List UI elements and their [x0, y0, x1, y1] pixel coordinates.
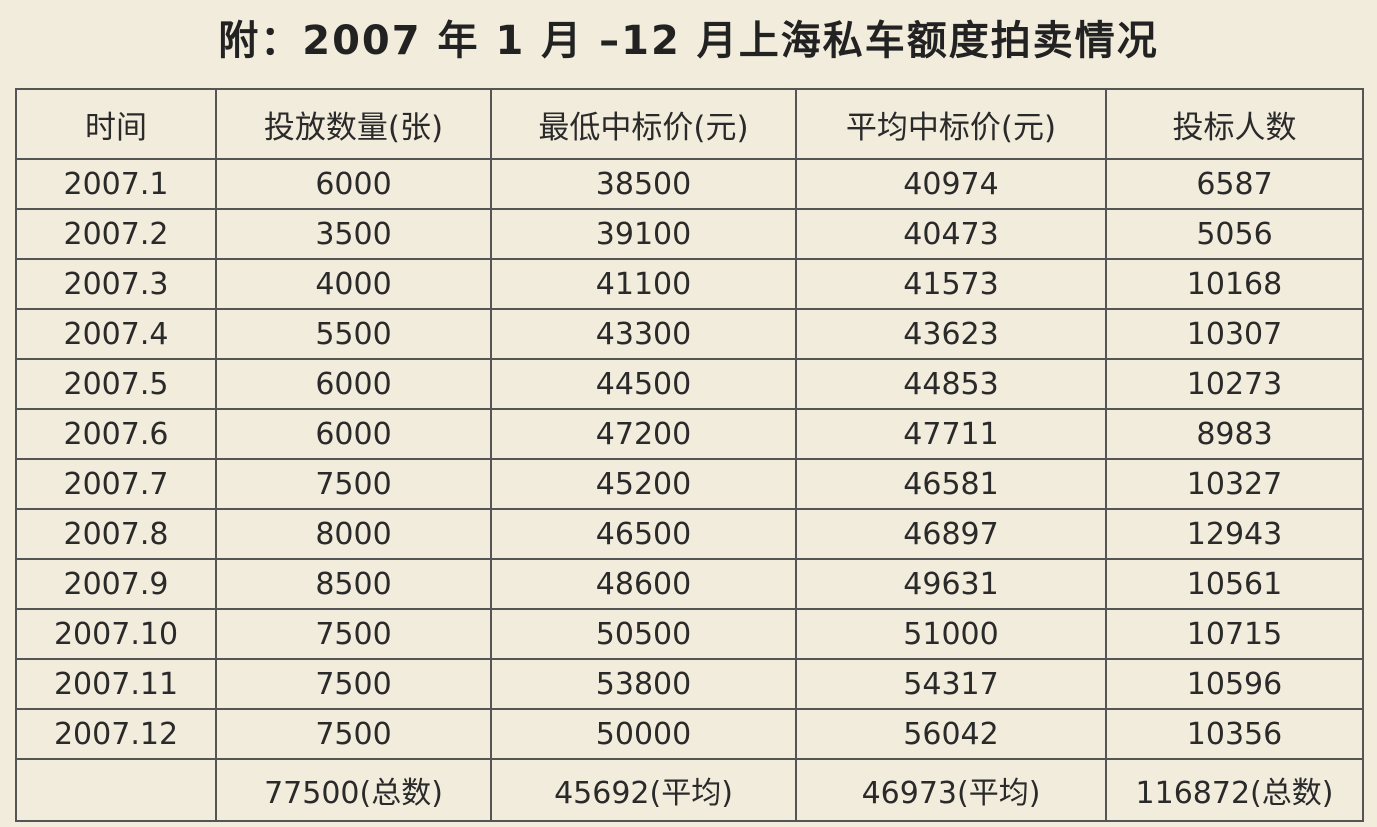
data-cell: 49631 — [795, 558, 1107, 610]
data-row: 2007.4 5500 43300 43623 10307 — [15, 308, 1364, 360]
data-cell: 10168 — [1105, 258, 1364, 310]
data-cell: 2007.10 — [15, 608, 217, 660]
data-cell: 10327 — [1105, 458, 1364, 510]
data-cell: 43300 — [490, 308, 797, 360]
empty-cell — [15, 758, 217, 822]
data-cell: 6000 — [215, 158, 492, 210]
data-cell: 54317 — [795, 658, 1107, 710]
data-cell: 10596 — [1105, 658, 1364, 710]
data-cell: 2007.2 — [15, 208, 217, 260]
data-cell: 44500 — [490, 358, 797, 410]
data-row: 2007.12 7500 50000 56042 10356 — [15, 708, 1364, 760]
data-cell: 43623 — [795, 308, 1107, 360]
data-cell: 5056 — [1105, 208, 1364, 260]
data-cell: 10356 — [1105, 708, 1364, 760]
summary-cell: 45692(平均) — [490, 758, 797, 822]
header-cell: 平均中标价(元) — [795, 88, 1107, 160]
summary-cell: 116872(总数) — [1105, 758, 1364, 822]
data-cell: 48600 — [490, 558, 797, 610]
data-cell: 50500 — [490, 608, 797, 660]
data-cell: 6000 — [215, 358, 492, 410]
data-cell: 4000 — [215, 258, 492, 310]
data-cell: 47200 — [490, 408, 797, 460]
data-cell: 7500 — [215, 458, 492, 510]
header-cell: 时间 — [15, 88, 217, 160]
data-cell: 50000 — [490, 708, 797, 760]
summary-row: 77500(总数) 45692(平均) 46973(平均) 116872(总数) — [15, 758, 1364, 822]
data-cell: 46500 — [490, 508, 797, 560]
data-cell: 10715 — [1105, 608, 1364, 660]
data-row: 2007.2 3500 39100 40473 5056 — [15, 208, 1364, 260]
data-row: 2007.3 4000 41100 41573 10168 — [15, 258, 1364, 310]
data-cell: 40473 — [795, 208, 1107, 260]
data-cell: 5500 — [215, 308, 492, 360]
data-row: 2007.10 7500 50500 51000 10715 — [15, 608, 1364, 660]
data-cell: 2007.8 — [15, 508, 217, 560]
data-cell: 46897 — [795, 508, 1107, 560]
summary-cell: 46973(平均) — [795, 758, 1107, 822]
data-cell: 10561 — [1105, 558, 1364, 610]
data-cell: 2007.4 — [15, 308, 217, 360]
data-cell: 10273 — [1105, 358, 1364, 410]
data-row: 2007.11 7500 53800 54317 10596 — [15, 658, 1364, 710]
data-cell: 53800 — [490, 658, 797, 710]
data-row: 2007.7 7500 45200 46581 10327 — [15, 458, 1364, 510]
data-row: 2007.8 8000 46500 46897 12943 — [15, 508, 1364, 560]
data-row: 2007.5 6000 44500 44853 10273 — [15, 358, 1364, 410]
data-row: 2007.9 8500 48600 49631 10561 — [15, 558, 1364, 610]
auction-table: 时间 投放数量(张) 最低中标价(元) 平均中标价(元) 投标人数 2007.1 6000 3… — [15, 88, 1364, 822]
data-cell: 2007.1 — [15, 158, 217, 210]
data-cell: 8500 — [215, 558, 492, 610]
data-cell: 2007.12 — [15, 708, 217, 760]
data-cell: 2007.5 — [15, 358, 217, 410]
data-cell: 3500 — [215, 208, 492, 260]
data-cell: 41573 — [795, 258, 1107, 310]
title: 附：2007 年 1 月 –12 月上海私车额度拍卖情况 — [218, 18, 1159, 64]
data-cell: 6587 — [1105, 158, 1364, 210]
data-cell: 46581 — [795, 458, 1107, 510]
data-cell: 2007.3 — [15, 258, 217, 310]
data-cell: 7500 — [215, 708, 492, 760]
data-cell: 7500 — [215, 658, 492, 710]
data-cell: 8983 — [1105, 408, 1364, 460]
data-cell: 38500 — [490, 158, 797, 210]
header-cell: 投放数量(张) — [215, 88, 492, 160]
header-row: 时间 投放数量(张) 最低中标价(元) 平均中标价(元) 投标人数 — [15, 88, 1364, 160]
data-cell: 41100 — [490, 258, 797, 310]
header-cell: 投标人数 — [1105, 88, 1364, 160]
data-cell: 2007.7 — [15, 458, 217, 510]
data-row: 2007.6 6000 47200 47711 8983 — [15, 408, 1364, 460]
data-cell: 51000 — [795, 608, 1107, 660]
data-cell: 39100 — [490, 208, 797, 260]
data-row: 2007.1 6000 38500 40974 6587 — [15, 158, 1364, 210]
data-cell: 45200 — [490, 458, 797, 510]
data-cell: 6000 — [215, 408, 492, 460]
data-cell: 7500 — [215, 608, 492, 660]
data-cell: 44853 — [795, 358, 1107, 410]
data-cell: 12943 — [1105, 508, 1364, 560]
data-cell: 2007.9 — [15, 558, 217, 610]
data-cell: 2007.6 — [15, 408, 217, 460]
data-cell: 2007.11 — [15, 658, 217, 710]
header-cell: 最低中标价(元) — [490, 88, 797, 160]
data-cell: 40974 — [795, 158, 1107, 210]
data-cell: 56042 — [795, 708, 1107, 760]
data-cell: 47711 — [795, 408, 1107, 460]
data-cell: 8000 — [215, 508, 492, 560]
data-cell: 10307 — [1105, 308, 1364, 360]
summary-cell: 77500(总数) — [215, 758, 492, 822]
